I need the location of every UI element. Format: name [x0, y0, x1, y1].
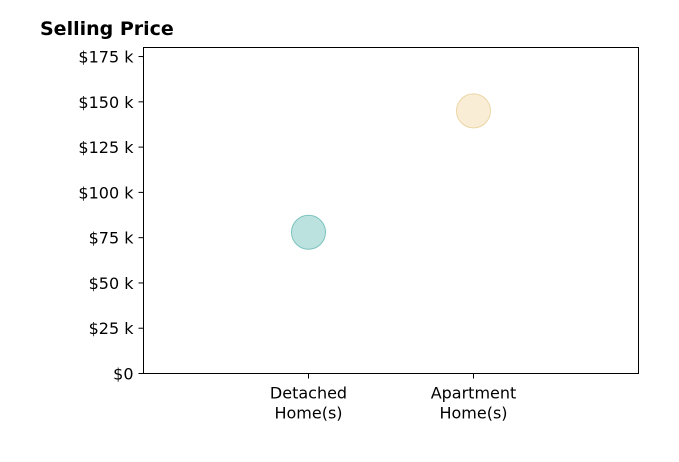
x-tick-label-line: Apartment: [431, 384, 517, 403]
data-points: [291, 93, 491, 250]
x-tick-label: Detached Home(s): [270, 384, 347, 423]
data-point: [291, 214, 326, 250]
y-axis: $0 $25 k $50 k $75 k $100 k $125 k $150 k $175 …: [78, 48, 144, 384]
chart-title: Selling Price: [40, 18, 174, 40]
y-tick-label: $0: [113, 365, 133, 384]
x-axis: Detached Home(s)Apartment Home(s): [270, 373, 517, 423]
y-tick-label: $75 k: [89, 229, 135, 248]
y-tick-label: $125 k: [78, 138, 134, 157]
x-tick-label: Apartment Home(s): [431, 384, 517, 423]
x-tick-label-line: Detached: [270, 384, 347, 403]
data-point: [456, 93, 491, 129]
y-tick-label: $175 k: [78, 48, 134, 67]
y-tick-label: $50 k: [89, 274, 135, 293]
x-tick-label-line: Home(s): [439, 404, 507, 423]
y-tick-label: $150 k: [78, 93, 134, 112]
y-tick-label: $100 k: [78, 183, 134, 202]
plot-area: [143, 47, 639, 374]
y-tick-label: $25 k: [89, 319, 135, 338]
x-tick-label-line: Home(s): [274, 404, 342, 423]
